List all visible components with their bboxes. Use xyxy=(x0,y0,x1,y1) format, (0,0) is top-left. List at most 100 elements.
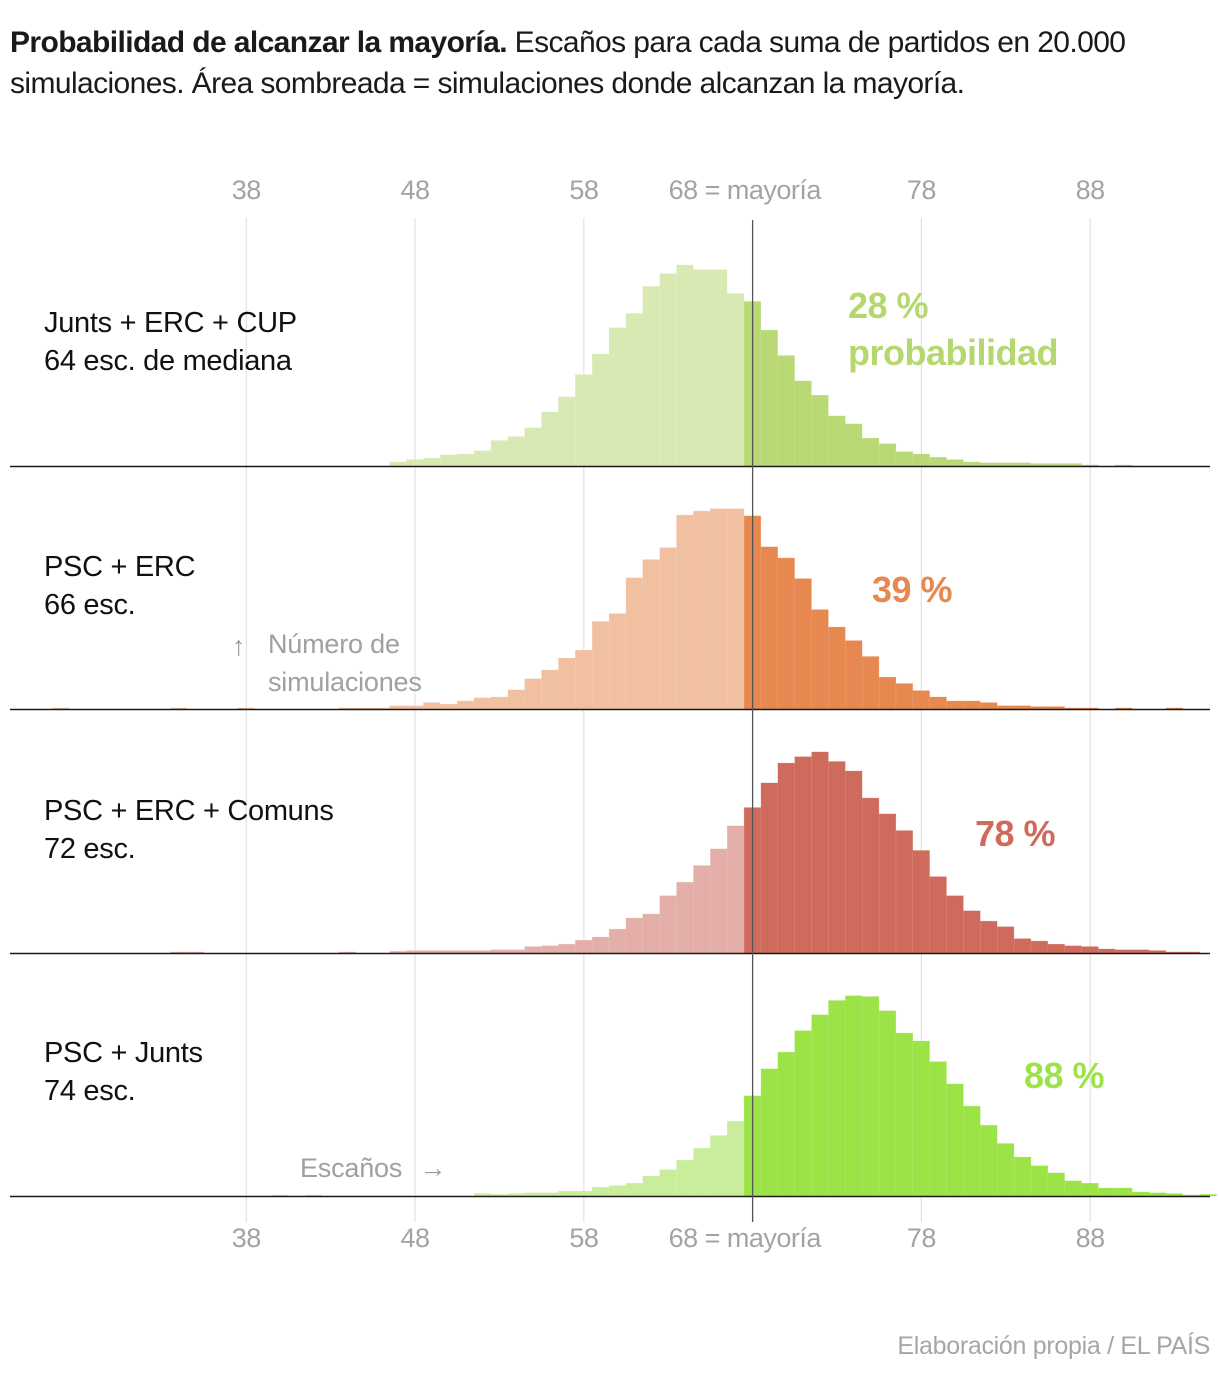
bar-3-57 xyxy=(558,1190,576,1197)
bar-0-70 xyxy=(777,355,795,467)
bar-2-71 xyxy=(794,756,812,954)
x-tick-label-38: 38 xyxy=(232,175,261,205)
bar-3-90 xyxy=(1115,1187,1133,1197)
bar-0-59 xyxy=(591,353,610,467)
bar-1-60 xyxy=(608,613,627,710)
panel-0 xyxy=(10,264,1210,468)
bar-0-47 xyxy=(389,461,407,467)
x-axis-annotation: Escaños → xyxy=(300,1150,446,1186)
bar-3-74 xyxy=(845,995,863,1197)
bar-2-86 xyxy=(1047,943,1065,954)
bar-0-85 xyxy=(1030,463,1048,467)
bar-0-83 xyxy=(997,462,1015,467)
bar-1-59 xyxy=(591,621,610,710)
bar-3-93 xyxy=(1165,1193,1183,1197)
bar-3-82 xyxy=(980,1124,998,1197)
bar-2-52 xyxy=(473,950,492,954)
bar-2-77 xyxy=(895,830,913,954)
row-subtitle: 66 esc. xyxy=(44,589,136,621)
bar-3-59 xyxy=(591,1186,610,1197)
up-arrow-icon: ↑ xyxy=(232,631,246,661)
bar-3-72 xyxy=(811,1014,829,1197)
bar-2-60 xyxy=(608,928,627,954)
bar-2-53 xyxy=(490,949,508,954)
bar-2-48 xyxy=(406,950,424,954)
bar-2-80 xyxy=(946,895,964,954)
bar-2-54 xyxy=(507,949,525,954)
bar-2-57 xyxy=(558,943,576,954)
panel-3 xyxy=(10,995,1217,1198)
bar-0-52 xyxy=(473,450,492,467)
bar-0-57 xyxy=(558,396,576,467)
bar-3-86 xyxy=(1047,1172,1065,1197)
bar-3-85 xyxy=(1030,1165,1048,1197)
bar-2-56 xyxy=(541,945,559,954)
bar-2-62 xyxy=(642,913,660,954)
bar-0-50 xyxy=(440,454,458,467)
bar-3-64 xyxy=(676,1159,694,1197)
y-axis-label-line2: simulaciones xyxy=(268,667,422,697)
bar-0-74 xyxy=(845,423,863,467)
bar-1-65 xyxy=(693,510,711,710)
bar-3-54 xyxy=(507,1193,525,1197)
bar-1-72 xyxy=(811,609,829,710)
bar-1-55 xyxy=(524,678,542,710)
x-tick-label-78: 78 xyxy=(907,175,936,205)
bar-3-91 xyxy=(1132,1191,1150,1197)
bar-2-66 xyxy=(710,848,728,954)
bar-2-87 xyxy=(1064,945,1082,954)
bar-0-62 xyxy=(642,286,660,467)
chart-title-bold: Probabilidad de alcanzar la mayoría. xyxy=(10,26,508,59)
bar-0-67 xyxy=(726,293,745,467)
bar-2-83 xyxy=(997,926,1015,954)
bar-3-67 xyxy=(726,1121,745,1197)
bar-1-61 xyxy=(625,577,643,710)
bar-0-66 xyxy=(710,269,728,467)
x-tick-label-58: 58 xyxy=(569,1223,598,1253)
bar-3-87 xyxy=(1064,1180,1082,1197)
bar-2-58 xyxy=(575,939,593,954)
bar-3-75 xyxy=(862,996,880,1197)
bar-1-70 xyxy=(777,557,795,710)
bar-0-73 xyxy=(828,415,846,467)
x-axis-label: Escaños xyxy=(300,1153,403,1183)
bar-1-52 xyxy=(473,697,492,710)
bar-3-76 xyxy=(878,1010,897,1197)
bar-0-51 xyxy=(456,453,475,467)
x-tick-label-48: 48 xyxy=(401,175,430,205)
bar-1-58 xyxy=(575,649,593,710)
x-tick-label-88: 88 xyxy=(1076,1223,1105,1253)
bar-1-56 xyxy=(541,669,559,710)
bar-2-50 xyxy=(440,950,458,954)
bar-1-64 xyxy=(676,514,694,710)
x-tick-label-38: 38 xyxy=(232,1223,261,1253)
bar-2-74 xyxy=(845,770,863,954)
bar-0-55 xyxy=(524,427,542,467)
bar-2-90 xyxy=(1115,949,1133,954)
bar-1-79 xyxy=(929,696,947,710)
row-name: PSC + Junts xyxy=(44,1037,203,1069)
bar-2-81 xyxy=(963,910,981,954)
bar-1-69 xyxy=(760,546,778,710)
bar-2-59 xyxy=(591,936,610,954)
bar-0-86 xyxy=(1047,463,1065,467)
bar-0-49 xyxy=(423,457,441,467)
bar-3-55 xyxy=(524,1192,542,1197)
bar-2-92 xyxy=(1148,950,1167,954)
bar-0-61 xyxy=(625,313,643,467)
bar-3-80 xyxy=(946,1083,964,1197)
bar-2-72 xyxy=(811,751,829,954)
bar-2-64 xyxy=(676,881,694,954)
bar-3-56 xyxy=(541,1192,559,1197)
bar-0-75 xyxy=(862,437,880,467)
bar-1-85 xyxy=(1030,706,1048,710)
bar-0-87 xyxy=(1064,463,1082,467)
bar-1-63 xyxy=(659,547,677,710)
bar-1-77 xyxy=(895,683,913,710)
bar-2-70 xyxy=(777,762,795,954)
row-label-1: PSC + ERC 66 esc. xyxy=(44,548,196,624)
bar-1-54 xyxy=(507,689,525,710)
bar-0-84 xyxy=(1013,462,1032,467)
probability-label-0: 28 % xyxy=(848,285,929,326)
